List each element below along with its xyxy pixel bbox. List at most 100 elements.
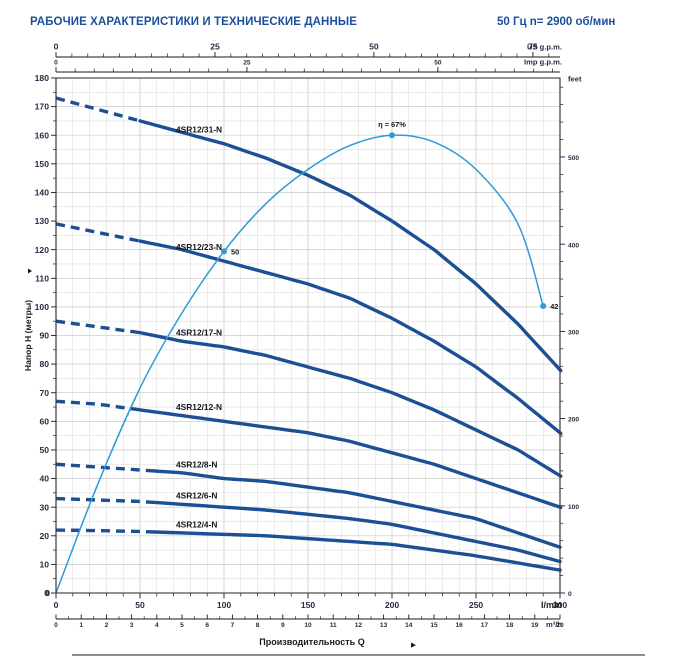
x-origin-label: 0 — [45, 588, 50, 598]
y-left-tick-label: 110 — [35, 273, 49, 283]
pump-curve-label: 4SR12/4-N — [176, 519, 217, 529]
pump-curve-label: 4SR12/31-N — [176, 125, 222, 135]
pump-curve-label: 4SR12/12-N — [176, 402, 222, 412]
x-m3h-tick-label: 0 — [54, 622, 58, 629]
efficiency-marker-dot — [540, 303, 547, 310]
y-left-tick-label: 140 — [35, 188, 50, 198]
y-left-tick-label: 70 — [39, 388, 49, 398]
pump-curve — [146, 500, 562, 564]
y-left-tick-label: 170 — [35, 102, 50, 112]
x-axis-arrow — [411, 642, 416, 648]
y-left-tick-label: 100 — [35, 302, 50, 312]
pump-curve — [146, 468, 562, 549]
y-left-tick-label: 120 — [35, 245, 50, 255]
x-lmin-tick-label: 150 — [301, 600, 316, 610]
pump-curve-label: 4SR12/23-N — [176, 242, 222, 252]
x-m3h-tick-label: 15 — [430, 622, 438, 629]
x-lmin-tick-label: 100 — [217, 600, 232, 610]
y-left-tick-label: 160 — [35, 130, 50, 140]
y-right-tick-label: 300 — [568, 329, 579, 336]
us-gpm-tick-label: 75 — [528, 42, 538, 52]
imp-gpm-tick-label: 0 — [54, 60, 58, 67]
pump-curve — [138, 330, 563, 478]
x-m3h-tick-label: 6 — [205, 622, 209, 629]
us-gpm-tick-label: 0 — [54, 42, 59, 52]
y-axis-arrow — [28, 268, 32, 274]
x-m3h-tick-label: 13 — [380, 622, 388, 629]
efficiency-marker-dot — [389, 132, 395, 139]
plot-frame — [55, 77, 561, 594]
x-m3h-tick-label: 2 — [105, 622, 109, 629]
x-m3h-tick-label: 3 — [130, 622, 134, 629]
y-right-tick-label: 200 — [568, 417, 579, 424]
imp-gpm-tick-label: 25 — [243, 60, 251, 67]
y-left-tick-label: 150 — [35, 159, 50, 169]
y-left-tick-label: 10 — [39, 559, 49, 569]
y-left-tick-label: 180 — [35, 73, 50, 83]
x-m3h-tick-label: 1 — [79, 622, 83, 629]
x-lmin-tick-label: 0 — [54, 600, 59, 610]
y-left-tick-label: 80 — [39, 359, 49, 369]
x-axis-name: Производительность Q — [259, 637, 364, 647]
y-left-tick-label: 50 — [39, 445, 49, 455]
imp-gpm-tick-label: 50 — [434, 60, 442, 67]
page-title: РАБОЧИЕ ХАРАКТЕРИСТИКИ И ТЕХНИЧЕСКИЕ ДАН… — [30, 16, 357, 28]
efficiency-marker-label: η = 67% — [378, 120, 406, 129]
y-right-tick-label: 100 — [568, 504, 579, 511]
pump-curve — [146, 530, 562, 572]
x-m3h-tick-label: 11 — [330, 622, 337, 629]
x-m3h-tick-label: 17 — [481, 622, 489, 629]
imp-gpm-unit-label: Imp g.p.m. — [524, 58, 562, 67]
x-m3h-tick-label: 7 — [231, 622, 235, 629]
y-left-tick-label: 40 — [39, 474, 49, 484]
chart-header: РАБОЧИЕ ХАРАКТЕРИСТИКИ И ТЕХНИЧЕСКИЕ ДАН… — [0, 0, 678, 42]
x-m3h-tick-label: 19 — [531, 622, 539, 629]
x-lmin-tick-label: 250 — [469, 600, 484, 610]
x-m3h-tick-label: 8 — [256, 622, 260, 629]
y-left-tick-label: 130 — [35, 216, 50, 226]
frequency-speed-label: 50 Гц n= 2900 об/мин — [497, 16, 616, 28]
y-right-tick-label: 400 — [568, 242, 579, 249]
x-m3h-tick-label: 20 — [556, 622, 564, 629]
y-left-tick-label: 30 — [39, 502, 49, 512]
y-left-tick-label: 0 — [44, 588, 49, 598]
pump-curve — [138, 408, 563, 510]
pump-curve-dashed — [55, 528, 149, 534]
efficiency-marker-label: 42 — [550, 302, 558, 311]
x-m3h-tick-label: 5 — [180, 622, 184, 629]
m3h-unit-label: m³/h — [546, 620, 562, 629]
pump-curve — [138, 119, 563, 373]
us-gpm-tick-label: 50 — [369, 42, 379, 52]
pump-curve-dashed — [55, 462, 149, 473]
y-left-tick-label: 60 — [39, 416, 49, 426]
x-m3h-tick-label: 16 — [456, 622, 464, 629]
x-m3h-tick-label: 10 — [304, 622, 312, 629]
feet-unit-label: feet — [568, 75, 582, 84]
pump-curve-label: 4SR12/8-N — [176, 459, 217, 469]
us-gpm-tick-label: 25 — [210, 42, 220, 52]
y-axis-name: Напор H (метры) — [23, 300, 33, 371]
efficiency-curve — [55, 134, 544, 594]
x-lmin-tick-label: 300 — [553, 600, 568, 610]
us-gpm-unit-label: US g.p.m. — [527, 43, 562, 52]
y-right-tick-label: 500 — [568, 155, 579, 162]
lmin-unit-label: l/min — [541, 600, 562, 610]
x-m3h-tick-label: 18 — [506, 622, 514, 629]
x-lmin-tick-label: 50 — [135, 600, 145, 610]
x-m3h-tick-label: 12 — [355, 622, 363, 629]
pump-curve-label: 4SR12/17-N — [176, 328, 222, 338]
pump-curve-dashed — [55, 496, 149, 504]
pump-curve-label: 4SR12/6-N — [176, 491, 217, 501]
x-m3h-tick-label: 14 — [405, 622, 413, 629]
x-lmin-tick-label: 200 — [385, 600, 400, 610]
x-m3h-tick-label: 4 — [155, 622, 159, 629]
x-m3h-tick-label: 9 — [281, 622, 285, 629]
efficiency-marker-label: 50 — [231, 247, 239, 256]
pump-curve — [138, 239, 563, 436]
y-right-tick-label: 0 — [568, 591, 572, 598]
efficiency-marker-dot — [221, 248, 227, 255]
y-left-tick-label: 20 — [39, 531, 49, 541]
y-left-tick-label: 90 — [39, 331, 49, 341]
